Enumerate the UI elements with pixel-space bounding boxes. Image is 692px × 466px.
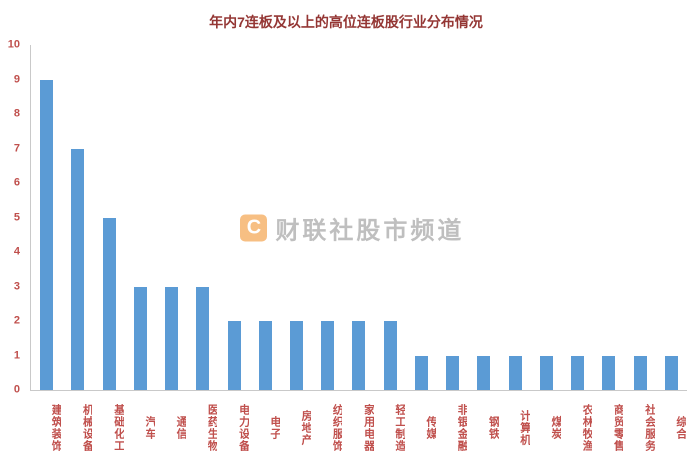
bar bbox=[664, 355, 678, 390]
bar-column bbox=[624, 45, 655, 390]
y-axis-tick-label: 5 bbox=[13, 211, 20, 223]
x-axis-label: 汽车 bbox=[143, 416, 155, 440]
bar-column bbox=[125, 45, 156, 390]
x-axis-label: 纺织服饰 bbox=[331, 404, 343, 452]
y-axis-tick-label: 3 bbox=[13, 280, 20, 292]
bar-column bbox=[281, 45, 312, 390]
x-axis-label: 计算机 bbox=[518, 410, 530, 446]
x-axis-label: 钢铁 bbox=[487, 416, 499, 440]
x-axis-label: 综合 bbox=[674, 416, 686, 440]
x-axis-label: 社会服务 bbox=[643, 404, 655, 452]
bar bbox=[414, 355, 428, 390]
y-axis-tick-label: 1 bbox=[13, 349, 20, 361]
bar bbox=[383, 321, 397, 390]
bar-column bbox=[468, 45, 499, 390]
bar bbox=[133, 286, 147, 390]
x-axis-label: 机械设备 bbox=[81, 404, 93, 452]
bar-column bbox=[562, 45, 593, 390]
bar bbox=[602, 355, 616, 390]
x-axis-label: 电力设备 bbox=[237, 404, 249, 452]
bar-column bbox=[375, 45, 406, 390]
bar-column bbox=[31, 45, 62, 390]
bar bbox=[196, 286, 210, 390]
y-axis-tick-label: 9 bbox=[13, 73, 20, 85]
bar-column bbox=[62, 45, 93, 390]
y-axis-tick-label: 7 bbox=[13, 142, 20, 154]
bar bbox=[321, 321, 335, 390]
bar-column bbox=[343, 45, 374, 390]
plot-area: C 财联社股市频道 bbox=[30, 45, 687, 391]
x-axis-label: 房地产 bbox=[300, 410, 312, 446]
bar-column bbox=[531, 45, 562, 390]
chart-title: 年内7连板及以上的高位连板股行业分布情况 bbox=[209, 14, 483, 30]
bar bbox=[477, 355, 491, 390]
bar bbox=[289, 321, 303, 390]
bar-column bbox=[406, 45, 437, 390]
x-axis: 建筑装饰 机械设备 基础化工 汽车 通信 医药生物 电力设备 电子 房地产 纺织服饰 家用电器 轻工制… bbox=[30, 393, 686, 463]
bar bbox=[227, 321, 241, 390]
x-axis-label: 农林牧渔 bbox=[581, 404, 593, 452]
bar bbox=[446, 355, 460, 390]
bar-column bbox=[250, 45, 281, 390]
bar-column bbox=[312, 45, 343, 390]
bar-column bbox=[93, 45, 124, 390]
x-axis-label: 通信 bbox=[175, 416, 187, 440]
bar bbox=[102, 217, 116, 390]
x-axis-label: 轻工制造 bbox=[393, 404, 405, 452]
bar-column bbox=[218, 45, 249, 390]
x-axis-label: 电子 bbox=[268, 416, 280, 440]
y-axis-tick-label: 6 bbox=[13, 176, 20, 189]
bar-column bbox=[156, 45, 187, 390]
x-axis-label: 家用电器 bbox=[362, 404, 374, 452]
y-axis-tick-label: 2 bbox=[13, 314, 20, 327]
bar bbox=[71, 148, 85, 390]
bar bbox=[571, 355, 585, 390]
bar-column bbox=[500, 45, 531, 390]
y-axis-tick-label: 10 bbox=[7, 38, 20, 51]
x-axis-label: 建筑装饰 bbox=[50, 404, 62, 452]
x-axis-label: 非银金融 bbox=[456, 404, 468, 452]
y-axis: 0 1 2 3 4 5 6 7 8 9 10 bbox=[0, 39, 24, 395]
x-axis-label: 商贸零售 bbox=[612, 404, 624, 452]
x-axis-label: 传媒 bbox=[425, 416, 437, 440]
bar bbox=[539, 355, 553, 390]
bar bbox=[40, 79, 54, 390]
bar bbox=[165, 286, 179, 390]
x-axis-label: 医药生物 bbox=[206, 404, 218, 452]
bar-column bbox=[656, 45, 687, 390]
y-axis-tick-label: 4 bbox=[13, 245, 20, 258]
y-axis-tick-label: 8 bbox=[13, 107, 20, 120]
bar bbox=[508, 355, 522, 390]
bar-column bbox=[187, 45, 218, 390]
bar bbox=[352, 321, 366, 390]
x-axis-label: 煤炭 bbox=[549, 416, 561, 440]
bar bbox=[633, 355, 647, 390]
bar bbox=[258, 321, 272, 390]
y-axis-tick-label: 0 bbox=[13, 383, 20, 396]
x-axis-label: 基础化工 bbox=[112, 404, 124, 452]
bar-column bbox=[437, 45, 468, 390]
bar-column bbox=[593, 45, 624, 390]
